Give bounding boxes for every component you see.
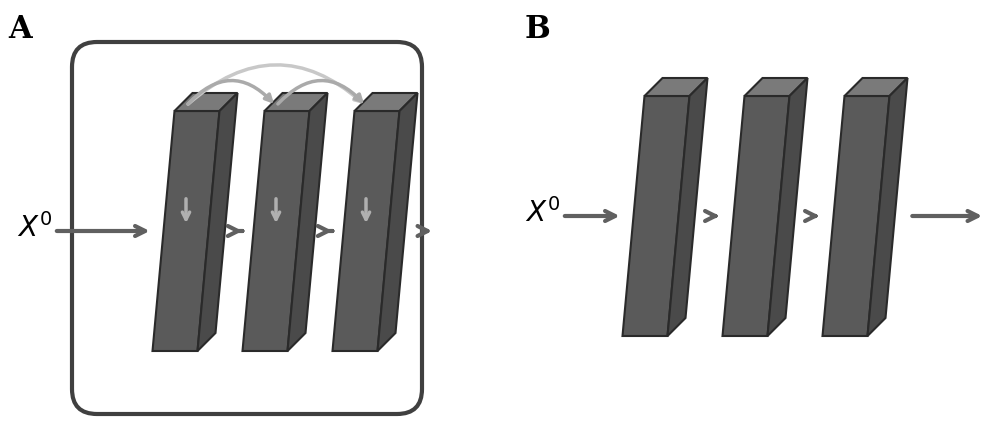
Polygon shape <box>242 111 310 351</box>
Polygon shape <box>332 111 400 351</box>
Polygon shape <box>354 93 418 111</box>
Text: $X^0$: $X^0$ <box>17 213 52 243</box>
Polygon shape <box>744 78 807 96</box>
FancyArrowPatch shape <box>278 81 361 104</box>
Polygon shape <box>175 93 238 111</box>
FancyBboxPatch shape <box>72 42 422 414</box>
Text: B: B <box>525 14 551 45</box>
Polygon shape <box>722 96 790 336</box>
FancyArrowPatch shape <box>188 65 361 104</box>
Polygon shape <box>668 78 707 336</box>
Text: A: A <box>8 14 32 45</box>
Polygon shape <box>867 78 907 336</box>
Polygon shape <box>264 93 328 111</box>
Polygon shape <box>152 111 220 351</box>
Polygon shape <box>288 93 328 351</box>
Polygon shape <box>644 78 707 96</box>
Polygon shape <box>378 93 418 351</box>
Polygon shape <box>844 78 907 96</box>
Text: $X^0$: $X^0$ <box>525 198 560 228</box>
Polygon shape <box>822 96 890 336</box>
Polygon shape <box>768 78 807 336</box>
FancyArrowPatch shape <box>188 81 271 104</box>
Polygon shape <box>622 96 690 336</box>
Polygon shape <box>198 93 238 351</box>
